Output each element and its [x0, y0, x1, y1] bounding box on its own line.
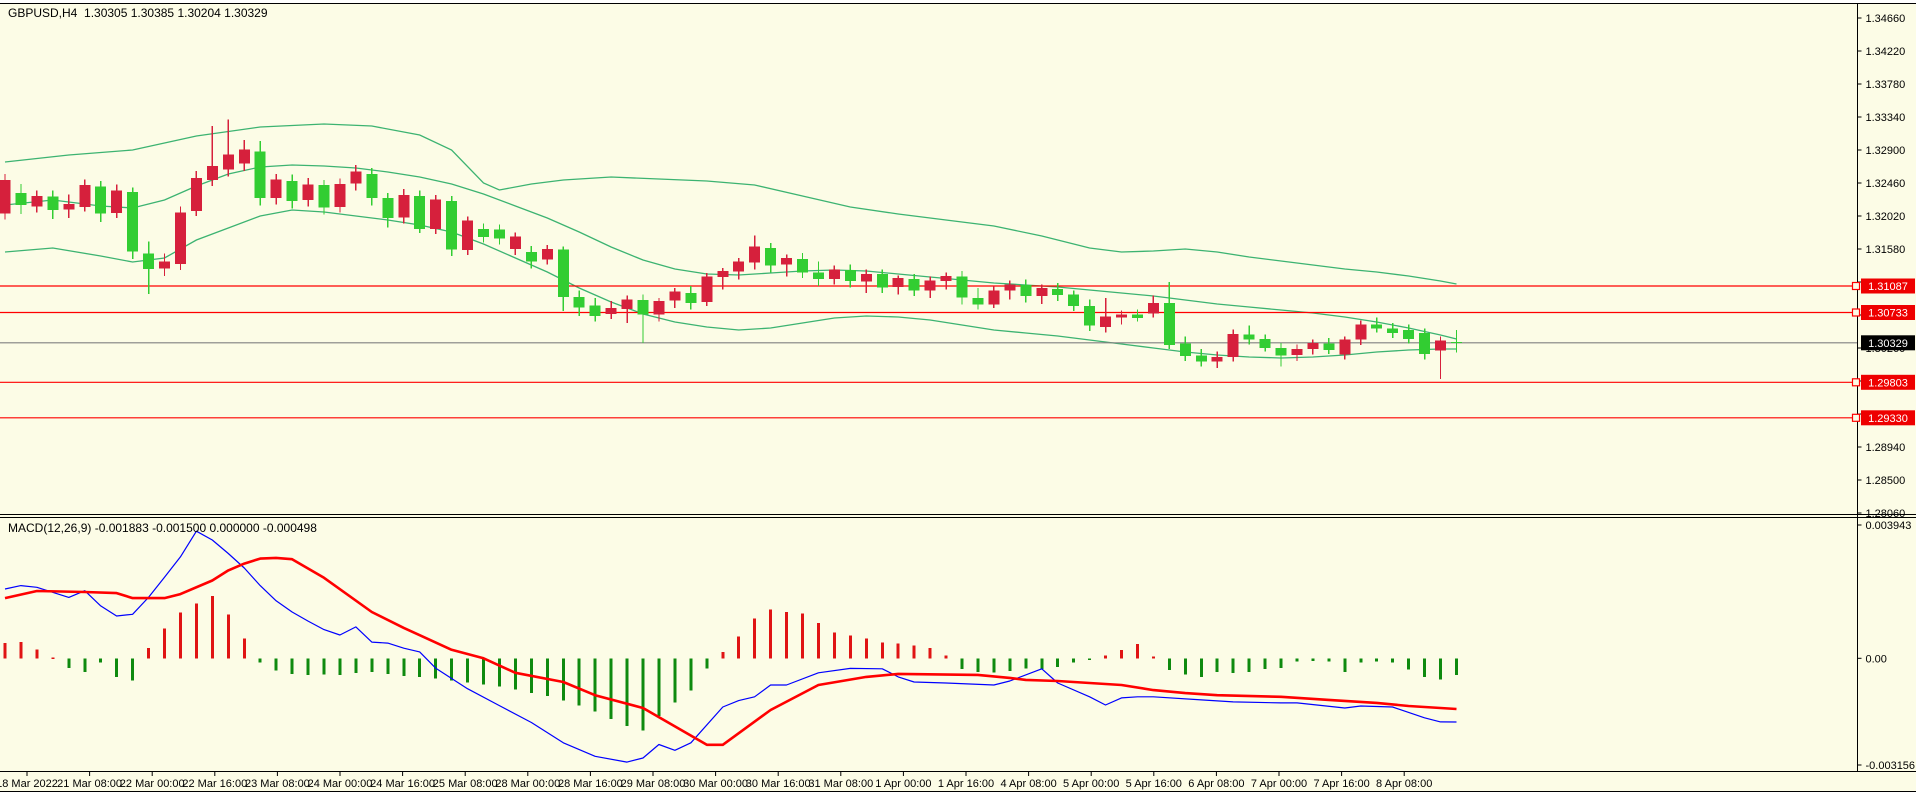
macd-axis[interactable]: 0.003943 0.00 -0.003156 — [1857, 520, 1916, 772]
macd-histogram — [3, 595, 1458, 731]
svg-text:1.31087: 1.31087 — [1868, 281, 1908, 293]
line-handle-marker — [1851, 308, 1861, 317]
svg-text:1.33340: 1.33340 — [1866, 112, 1906, 124]
svg-text:7 Apr 00:00: 7 Apr 00:00 — [1251, 778, 1307, 790]
svg-text:1.32460: 1.32460 — [1866, 178, 1906, 190]
svg-text:1.32020: 1.32020 — [1866, 211, 1906, 223]
svg-text:24 Mar 00:00: 24 Mar 00:00 — [308, 778, 373, 790]
svg-text:23 Mar 08:00: 23 Mar 08:00 — [245, 778, 310, 790]
macd-indicator-label: MACD(12,26,9) -0.001883 -0.001500 0.0000… — [8, 521, 317, 535]
svg-text:1 Apr 16:00: 1 Apr 16:00 — [938, 778, 994, 790]
svg-text:1.28940: 1.28940 — [1866, 442, 1906, 454]
svg-text:31 Mar 08:00: 31 Mar 08:00 — [808, 778, 873, 790]
svg-text:-0.003156: -0.003156 — [1866, 760, 1916, 772]
macd-signal-line — [4, 556, 1457, 747]
svg-text:29 Mar 08:00: 29 Mar 08:00 — [621, 778, 686, 790]
svg-text:5 Apr 00:00: 5 Apr 00:00 — [1063, 778, 1119, 790]
chart-background — [0, 3, 1916, 791]
line-handle-marker — [1851, 413, 1861, 422]
svg-text:1.34660: 1.34660 — [1866, 13, 1906, 25]
level-price-label: 1.31087 — [1851, 278, 1915, 294]
svg-text:1.28060: 1.28060 — [1866, 508, 1906, 520]
svg-text:21 Mar 08:00: 21 Mar 08:00 — [57, 778, 122, 790]
svg-text:28 Mar 00:00: 28 Mar 00:00 — [495, 778, 560, 790]
svg-text:24 Mar 16:00: 24 Mar 16:00 — [370, 778, 435, 790]
symbol-ohlc-title: GBPUSD,H4 1.30305 1.30385 1.30204 1.3032… — [8, 6, 268, 20]
svg-text:1.29803: 1.29803 — [1868, 377, 1908, 389]
svg-text:1.32900: 1.32900 — [1866, 145, 1906, 157]
candlestick-series[interactable] — [0, 119, 1462, 380]
level-price-label: 1.29803 — [1851, 374, 1915, 390]
macd-main-line — [4, 530, 1457, 763]
svg-text:22 Mar 16:00: 22 Mar 16:00 — [182, 778, 247, 790]
svg-text:22 Mar 00:00: 22 Mar 00:00 — [120, 778, 185, 790]
bollinger-upper-band-line — [4, 123, 1457, 285]
svg-text:0.003943: 0.003943 — [1866, 520, 1912, 532]
svg-text:8 Apr 08:00: 8 Apr 08:00 — [1376, 778, 1432, 790]
line-handle-marker — [1851, 281, 1861, 291]
svg-text:30 Mar 16:00: 30 Mar 16:00 — [746, 778, 811, 790]
svg-text:18 Mar 2022: 18 Mar 2022 — [0, 778, 58, 790]
svg-text:6 Apr 08:00: 6 Apr 08:00 — [1188, 778, 1244, 790]
svg-text:25 Mar 08:00: 25 Mar 08:00 — [433, 778, 498, 790]
svg-text:7 Apr 16:00: 7 Apr 16:00 — [1313, 778, 1369, 790]
level-price-label: 1.30733 — [1851, 305, 1915, 320]
svg-text:0.00: 0.00 — [1866, 653, 1887, 665]
svg-text:1.33780: 1.33780 — [1866, 79, 1906, 91]
svg-text:4 Apr 08:00: 4 Apr 08:00 — [1000, 778, 1056, 790]
svg-text:1 Apr 00:00: 1 Apr 00:00 — [875, 778, 931, 790]
bollinger-middle-band-line — [4, 164, 1457, 340]
svg-text:1.30329: 1.30329 — [1868, 338, 1908, 350]
line-handle-marker — [1851, 378, 1861, 387]
svg-text:1.34220: 1.34220 — [1866, 46, 1906, 58]
svg-text:30 Mar 00:00: 30 Mar 00:00 — [683, 778, 748, 790]
svg-text:1.31580: 1.31580 — [1866, 244, 1906, 256]
svg-text:1.29330: 1.29330 — [1868, 413, 1908, 425]
svg-text:5 Apr 16:00: 5 Apr 16:00 — [1126, 778, 1182, 790]
svg-text:28 Mar 16:00: 28 Mar 16:00 — [558, 778, 623, 790]
level-price-label: 1.29330 — [1851, 410, 1915, 426]
current-price-label: 1.30329 — [1861, 335, 1915, 351]
svg-text:1.30733: 1.30733 — [1868, 308, 1908, 320]
svg-text:1.28500: 1.28500 — [1866, 475, 1906, 487]
